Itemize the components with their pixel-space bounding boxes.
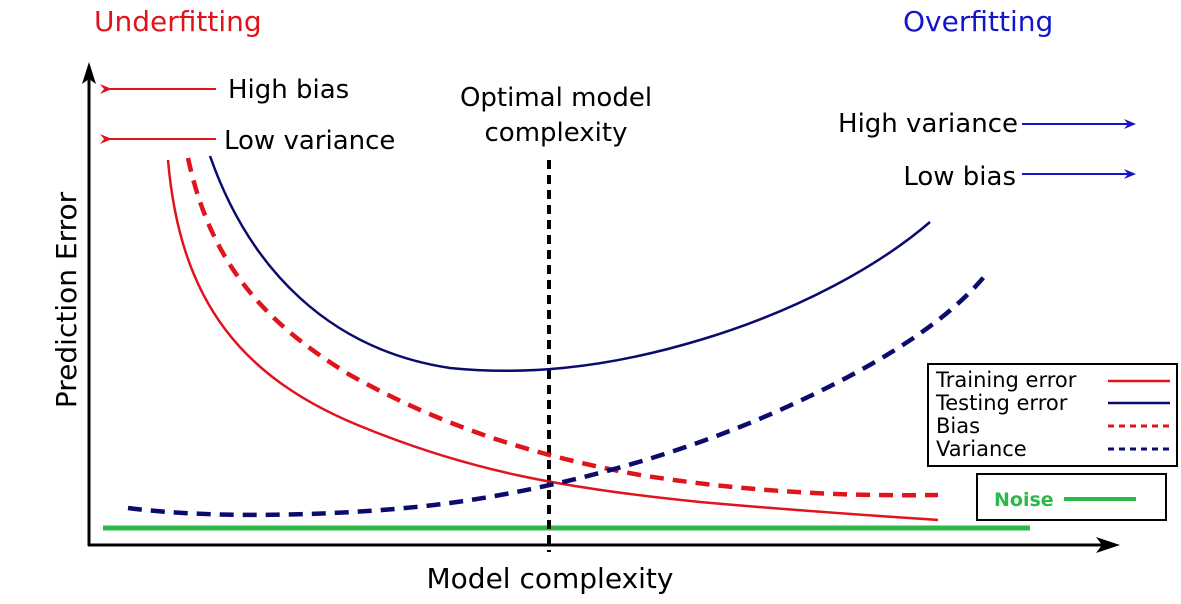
legend: Training error Testing error Bias Varian…: [927, 363, 1178, 467]
optimal-label-line2: complexity: [485, 118, 628, 148]
noise-legend: Noise: [976, 473, 1167, 521]
high-bias-label: High bias: [228, 75, 349, 105]
legend-bias-label: Bias: [936, 414, 980, 438]
variance-curve: [127, 270, 990, 518]
testing-error-curve: [208, 155, 931, 373]
legend-variance-label: Variance: [936, 437, 1027, 461]
high-variance-label: High variance: [838, 109, 1018, 139]
noise-legend-label: Noise: [994, 489, 1054, 511]
legend-training-error-label: Training error: [935, 368, 1077, 392]
low-variance-label: Low variance: [224, 126, 395, 156]
x-axis-arrowhead: [1096, 537, 1120, 553]
underfitting-label: Underfitting: [94, 5, 262, 38]
optimal-label-line1: Optimal model: [460, 83, 652, 113]
legend-testing-error-label: Testing error: [935, 391, 1068, 415]
x-axis-label: Model complexity: [427, 562, 674, 595]
y-axis-label: Prediction Error: [50, 191, 83, 408]
overfitting-label: Overfitting: [903, 5, 1053, 38]
low-bias-label: Low bias: [903, 162, 1016, 192]
bias-curve: [185, 157, 939, 498]
y-axis-arrowhead: [82, 62, 96, 84]
training-error-curve: [166, 159, 939, 522]
